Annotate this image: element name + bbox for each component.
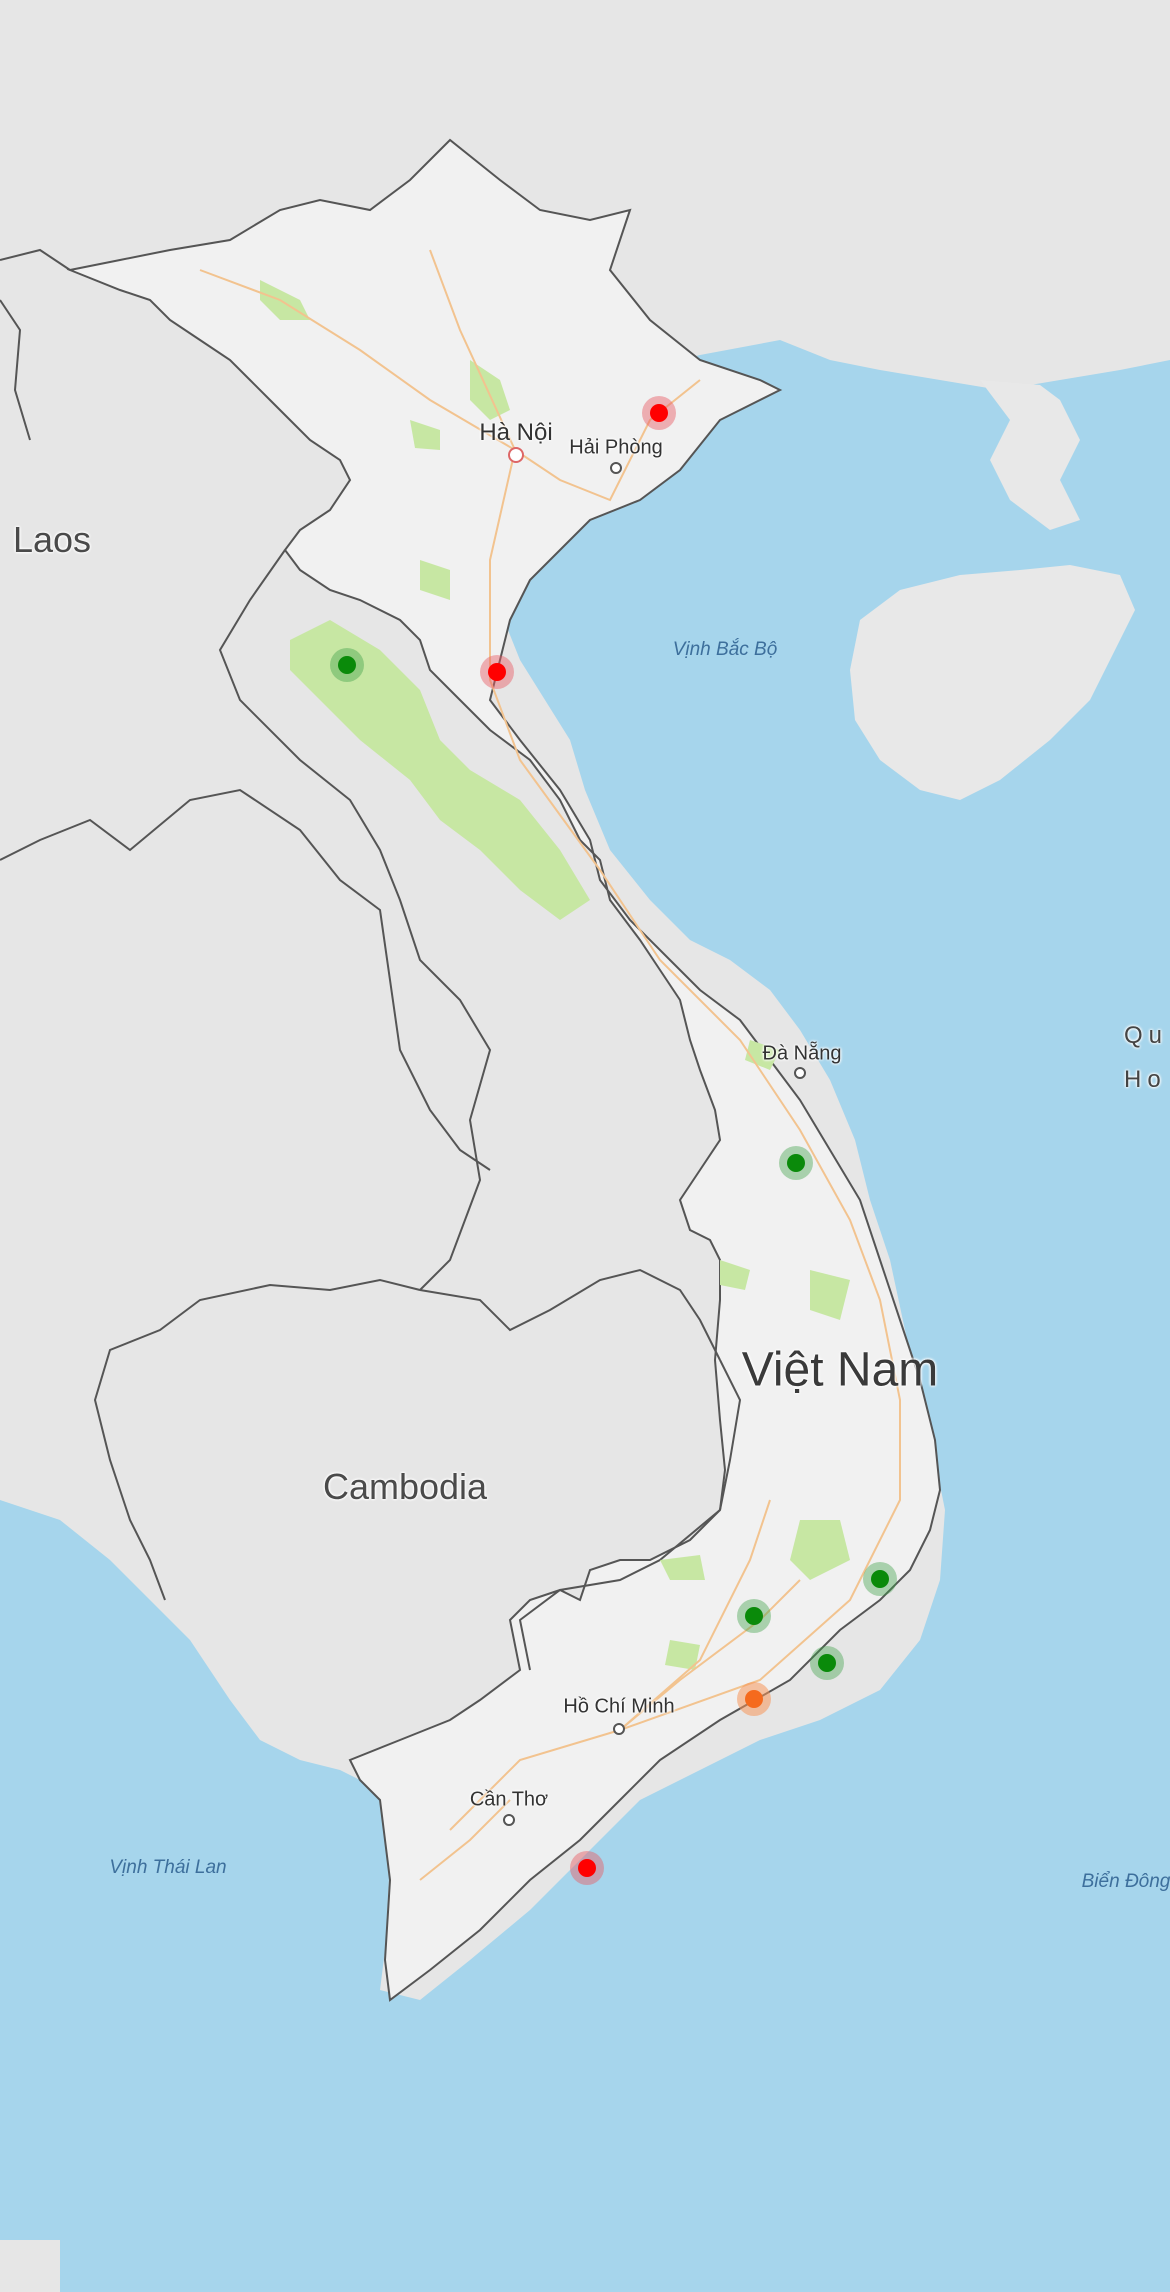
vietnam-land	[66, 138, 942, 2002]
label-ha-noi: Hà Nội	[479, 419, 553, 446]
label-vinh-thai-lan: Vịnh Thái Lan	[109, 1857, 227, 1878]
label-can-tho: Cần Thơ	[469, 1788, 549, 1811]
park-area	[290, 620, 590, 920]
marker-green-lam-dong[interactable]	[737, 1599, 771, 1633]
marker-green-quang-ngai[interactable]	[779, 1146, 813, 1180]
road-network	[199, 249, 901, 1881]
marker-green-ninh-thuan[interactable]	[810, 1646, 844, 1680]
marker-core	[745, 1607, 763, 1625]
marker-core	[650, 404, 668, 422]
marker-core	[745, 1690, 763, 1708]
marker-red-soc-trang[interactable]	[570, 1851, 604, 1885]
city-dot-can-tho	[503, 1814, 515, 1826]
label-hai-phong: Hải Phòng	[569, 436, 663, 459]
hainan-island	[850, 565, 1135, 800]
marker-core	[338, 656, 356, 674]
marker-core	[818, 1654, 836, 1672]
sea-area	[0, 340, 1170, 2292]
laos-border-west	[0, 788, 491, 1171]
cambodia-border	[93, 1268, 721, 1601]
label-da-nang: Đà Nẵng	[762, 1042, 842, 1065]
label-cambodia: Cambodia	[322, 1466, 488, 1507]
marker-core	[488, 663, 506, 681]
marker-core	[871, 1570, 889, 1588]
marker-core	[578, 1859, 596, 1877]
marker-green-khanh-hoa[interactable]	[863, 1562, 897, 1596]
label-laos: Laos	[12, 519, 92, 560]
label-ho-chi-minh: Hồ Chí Minh	[563, 1695, 675, 1718]
city-dot-da-nang	[794, 1067, 806, 1079]
city-dot-hai-phong	[610, 462, 622, 474]
marker-green-son-la[interactable]	[330, 648, 364, 682]
label-vinh-bac-bo: Vịnh Bắc Bộ	[672, 639, 778, 660]
marker-red-thanh-hoa[interactable]	[480, 655, 514, 689]
label-vietnam: Việt Nam	[741, 1343, 939, 1397]
marker-orange-binh-thuan[interactable]	[737, 1682, 771, 1716]
label-edge-line2: Ho	[1124, 1066, 1167, 1093]
label-edge-line1: Qu	[1124, 1022, 1169, 1049]
marker-red-quang-ninh[interactable]	[642, 396, 676, 430]
city-dot-ho-chi-minh	[613, 1723, 625, 1735]
capital-dot-ha-noi	[508, 447, 524, 463]
marker-core	[787, 1154, 805, 1172]
label-bien-dong: Biển Đông	[1081, 1871, 1170, 1892]
